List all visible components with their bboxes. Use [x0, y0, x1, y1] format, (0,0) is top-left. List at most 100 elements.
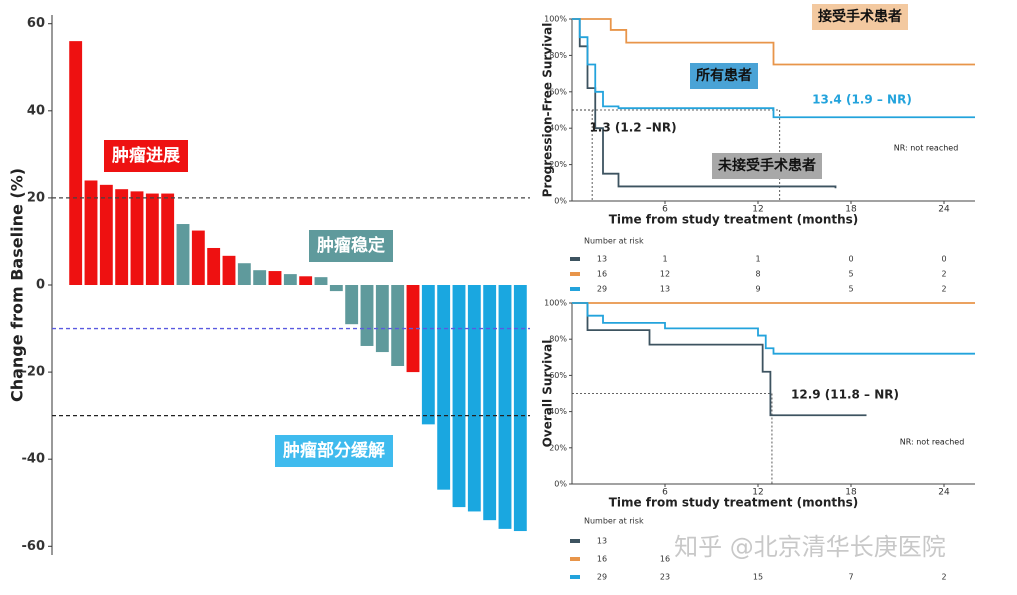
risk-value: 1	[755, 255, 760, 264]
risk-table-title: Number at risk	[584, 237, 644, 246]
bar	[329, 285, 343, 292]
legend-box	[712, 153, 822, 179]
y-tick-label: -60	[22, 539, 46, 554]
y-tick-label: 60	[27, 16, 45, 31]
legend-box	[309, 230, 393, 262]
risk-swatch	[570, 272, 580, 276]
watermark: 知乎 @北京清华长庚医院	[674, 533, 946, 561]
x-tick-label: 24	[938, 488, 950, 498]
risk-swatch	[570, 287, 580, 291]
risk-value: 9	[755, 285, 760, 294]
bar	[130, 191, 144, 285]
bar	[222, 255, 236, 285]
legend-label: 接受手术患者	[818, 8, 902, 25]
bar	[84, 180, 98, 285]
bar	[253, 270, 267, 285]
annotation: 12.9 (11.8 – NR)	[791, 388, 899, 402]
legend-box	[812, 4, 908, 30]
risk-swatch	[570, 539, 580, 543]
bar	[483, 285, 497, 521]
y-axis-label: Overall Survival	[541, 340, 555, 448]
y-axis-label: Progression-Free Survival	[541, 23, 555, 198]
bar	[391, 285, 405, 366]
bar	[161, 193, 175, 285]
risk-value: 13	[597, 537, 607, 546]
risk-value: 2	[941, 285, 946, 294]
bar	[145, 193, 159, 285]
bar	[299, 276, 313, 285]
y-tick-label: 80%	[549, 51, 567, 60]
bar	[283, 274, 297, 285]
y-tick-label: 100%	[544, 299, 567, 308]
legend-box	[690, 63, 758, 89]
bar	[360, 285, 374, 346]
legend-label: 肿瘤部分缓解	[283, 440, 385, 461]
y-tick-label: 100%	[544, 15, 567, 24]
legend-label: 未接受手术患者	[718, 157, 816, 174]
risk-value: 16	[597, 555, 607, 564]
y-tick-label: 20	[27, 190, 45, 205]
risk-value: 13	[660, 285, 670, 294]
annotation: NR: not reached	[900, 438, 965, 447]
risk-value: 5	[848, 270, 853, 279]
bar	[268, 271, 282, 285]
x-tick-label: 18	[845, 205, 857, 215]
y-tick-label: 0%	[554, 197, 567, 206]
bar	[437, 285, 451, 490]
risk-value: 23	[660, 573, 670, 582]
annotation: 13.4 (1.9 – NR)	[812, 93, 912, 107]
annotation: 1.3 (1.2 –NR)	[589, 121, 676, 135]
bar	[99, 184, 113, 285]
legend-label: 肿瘤稳定	[317, 235, 385, 256]
y-tick-label: 60%	[549, 371, 567, 380]
bar	[421, 285, 435, 425]
survival-curve	[572, 302, 975, 355]
y-tick-label: 20%	[549, 160, 567, 169]
x-tick-label: 6	[662, 205, 668, 215]
risk-value: 0	[941, 255, 946, 264]
risk-value: 2	[941, 573, 946, 582]
bar	[513, 285, 527, 532]
risk-value: 29	[597, 285, 607, 294]
survival-curve	[572, 18, 975, 66]
risk-value: 8	[755, 270, 760, 279]
risk-value: 7	[848, 573, 853, 582]
x-tick-label: 12	[752, 205, 763, 215]
x-tick-label: 24	[938, 205, 950, 215]
risk-value: 13	[597, 255, 607, 264]
y-tick-label: -40	[22, 452, 46, 467]
bar	[207, 247, 221, 285]
x-axis-label: Time from study treatment (months)	[609, 496, 859, 510]
risk-value: 2	[941, 270, 946, 279]
legend-box	[104, 140, 188, 172]
legend-label: 所有患者	[696, 67, 752, 84]
y-tick-label: 20%	[549, 443, 567, 452]
survival-curve	[572, 18, 975, 119]
bar	[314, 277, 328, 285]
bar	[115, 189, 129, 285]
y-tick-label: -20	[22, 365, 46, 380]
y-tick-label: 0%	[554, 480, 567, 489]
x-tick-label: 6	[662, 488, 668, 498]
risk-value: 16	[660, 555, 670, 564]
risk-swatch	[570, 257, 580, 261]
risk-value: 29	[597, 573, 607, 582]
annotation: NR: not reached	[894, 144, 959, 153]
bar	[191, 230, 205, 285]
legend-box	[275, 435, 393, 467]
x-axis-label: Time from study treatment (months)	[609, 213, 859, 227]
y-tick-label: 0	[36, 278, 45, 293]
y-tick-label: 40%	[549, 124, 567, 133]
survival-curve	[572, 18, 837, 189]
risk-value: 5	[848, 285, 853, 294]
risk-value: 12	[660, 270, 670, 279]
survival-curve	[572, 302, 867, 417]
risk-swatch	[570, 575, 580, 579]
bar	[375, 285, 389, 353]
y-axis-label: Change from Baseline (%)	[8, 168, 27, 402]
bar	[237, 263, 251, 285]
y-tick-label: 60%	[549, 87, 567, 96]
bar	[69, 41, 83, 286]
risk-swatch	[570, 557, 580, 561]
